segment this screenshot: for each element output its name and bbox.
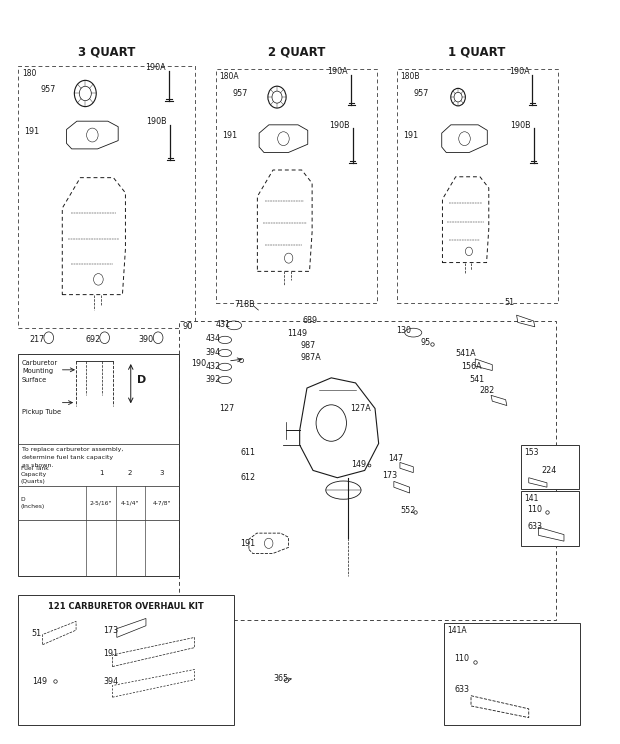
- Text: 541: 541: [470, 375, 485, 384]
- Text: 190: 190: [192, 359, 206, 368]
- Text: 149: 149: [32, 676, 47, 686]
- Text: 957: 957: [41, 86, 56, 94]
- Text: 3 QUART: 3 QUART: [78, 45, 135, 59]
- Text: 191: 191: [403, 130, 418, 140]
- Text: 191: 191: [240, 539, 255, 548]
- Text: 173: 173: [382, 471, 397, 480]
- Text: Carburetor: Carburetor: [22, 359, 58, 365]
- Text: 190B: 190B: [510, 121, 531, 130]
- Text: 1 QUART: 1 QUART: [448, 45, 506, 59]
- Text: 156A: 156A: [461, 362, 481, 371]
- Text: 224: 224: [542, 466, 557, 475]
- Text: Mounting: Mounting: [22, 368, 53, 374]
- Text: 282: 282: [479, 386, 494, 396]
- Text: 612: 612: [241, 473, 256, 482]
- Bar: [216, 69, 377, 303]
- Text: 4-1/4": 4-1/4": [121, 501, 140, 505]
- Text: 1149: 1149: [287, 329, 307, 338]
- Text: 190A: 190A: [145, 63, 166, 72]
- Text: 180A: 180A: [219, 72, 239, 81]
- Text: 51: 51: [505, 298, 515, 307]
- Text: 149: 149: [352, 460, 366, 469]
- Text: 173: 173: [104, 626, 118, 635]
- Text: 2: 2: [128, 470, 132, 476]
- Text: 110: 110: [454, 654, 469, 663]
- Text: 191: 191: [222, 130, 237, 140]
- Text: 130: 130: [396, 326, 411, 335]
- Bar: [397, 69, 558, 303]
- Text: 689: 689: [303, 316, 318, 325]
- Text: 365: 365: [273, 674, 289, 683]
- Text: D
(Inches): D (Inches): [21, 497, 45, 509]
- Text: 147: 147: [388, 454, 403, 463]
- Text: 191: 191: [104, 649, 118, 658]
- Text: 127A: 127A: [350, 404, 371, 413]
- Text: determine fuel tank capacity: determine fuel tank capacity: [22, 455, 113, 461]
- Text: 127: 127: [219, 404, 234, 413]
- Text: 90: 90: [182, 322, 193, 331]
- Bar: [19, 65, 195, 328]
- Bar: [521, 491, 579, 545]
- Text: 394: 394: [104, 676, 118, 686]
- Text: 2 QUART: 2 QUART: [268, 45, 326, 59]
- Text: 390: 390: [139, 335, 154, 344]
- Text: 541A: 541A: [456, 349, 476, 359]
- Text: 153: 153: [525, 448, 539, 457]
- Text: 611: 611: [241, 448, 255, 457]
- Bar: [19, 354, 179, 576]
- Text: Pickup Tube: Pickup Tube: [22, 409, 61, 415]
- Text: 51: 51: [32, 629, 42, 638]
- Text: 552: 552: [400, 506, 415, 515]
- Text: 633: 633: [528, 522, 542, 531]
- Text: 431: 431: [215, 320, 230, 329]
- Bar: [19, 595, 234, 725]
- Bar: [444, 623, 580, 725]
- Text: 987: 987: [300, 341, 316, 350]
- Text: 434: 434: [205, 334, 221, 343]
- Text: 180B: 180B: [401, 72, 420, 81]
- Text: 718B: 718B: [234, 301, 255, 310]
- Text: as shown.: as shown.: [22, 464, 53, 468]
- Text: 190B: 190B: [146, 118, 167, 126]
- Text: 190A: 190A: [509, 67, 529, 76]
- Text: 4-7/8": 4-7/8": [153, 501, 171, 505]
- Text: 217: 217: [29, 335, 45, 344]
- Text: 190B: 190B: [329, 121, 350, 130]
- Text: 190A: 190A: [327, 67, 348, 76]
- Text: Fuel Tank
Capacity
(Quarts): Fuel Tank Capacity (Quarts): [21, 466, 48, 484]
- Text: 191: 191: [24, 127, 40, 136]
- Bar: [521, 445, 579, 489]
- Text: 110: 110: [528, 505, 542, 515]
- Text: 432: 432: [205, 362, 221, 371]
- Bar: [179, 321, 556, 620]
- Text: 3: 3: [160, 470, 164, 476]
- Text: 987A: 987A: [300, 353, 321, 362]
- Text: 141A: 141A: [446, 626, 466, 635]
- Text: 394: 394: [205, 347, 221, 357]
- Text: 957: 957: [414, 89, 429, 98]
- Text: 180: 180: [22, 68, 37, 77]
- Text: 692: 692: [85, 335, 100, 344]
- Text: 1: 1: [99, 470, 104, 476]
- Text: 957: 957: [232, 89, 248, 98]
- Text: Surface: Surface: [22, 377, 47, 383]
- Text: D: D: [137, 375, 146, 385]
- Text: 633: 633: [454, 684, 469, 693]
- Text: 121 CARBURETOR OVERHAUL KIT: 121 CARBURETOR OVERHAUL KIT: [48, 603, 204, 612]
- Text: ReplacementParts.com: ReplacementParts.com: [274, 374, 395, 385]
- Text: 141: 141: [525, 494, 539, 503]
- Text: 2-5/16": 2-5/16": [90, 501, 112, 505]
- Text: 392: 392: [205, 375, 221, 384]
- Text: To replace carburetor assembly,: To replace carburetor assembly,: [22, 447, 123, 452]
- Text: 95: 95: [420, 339, 431, 347]
